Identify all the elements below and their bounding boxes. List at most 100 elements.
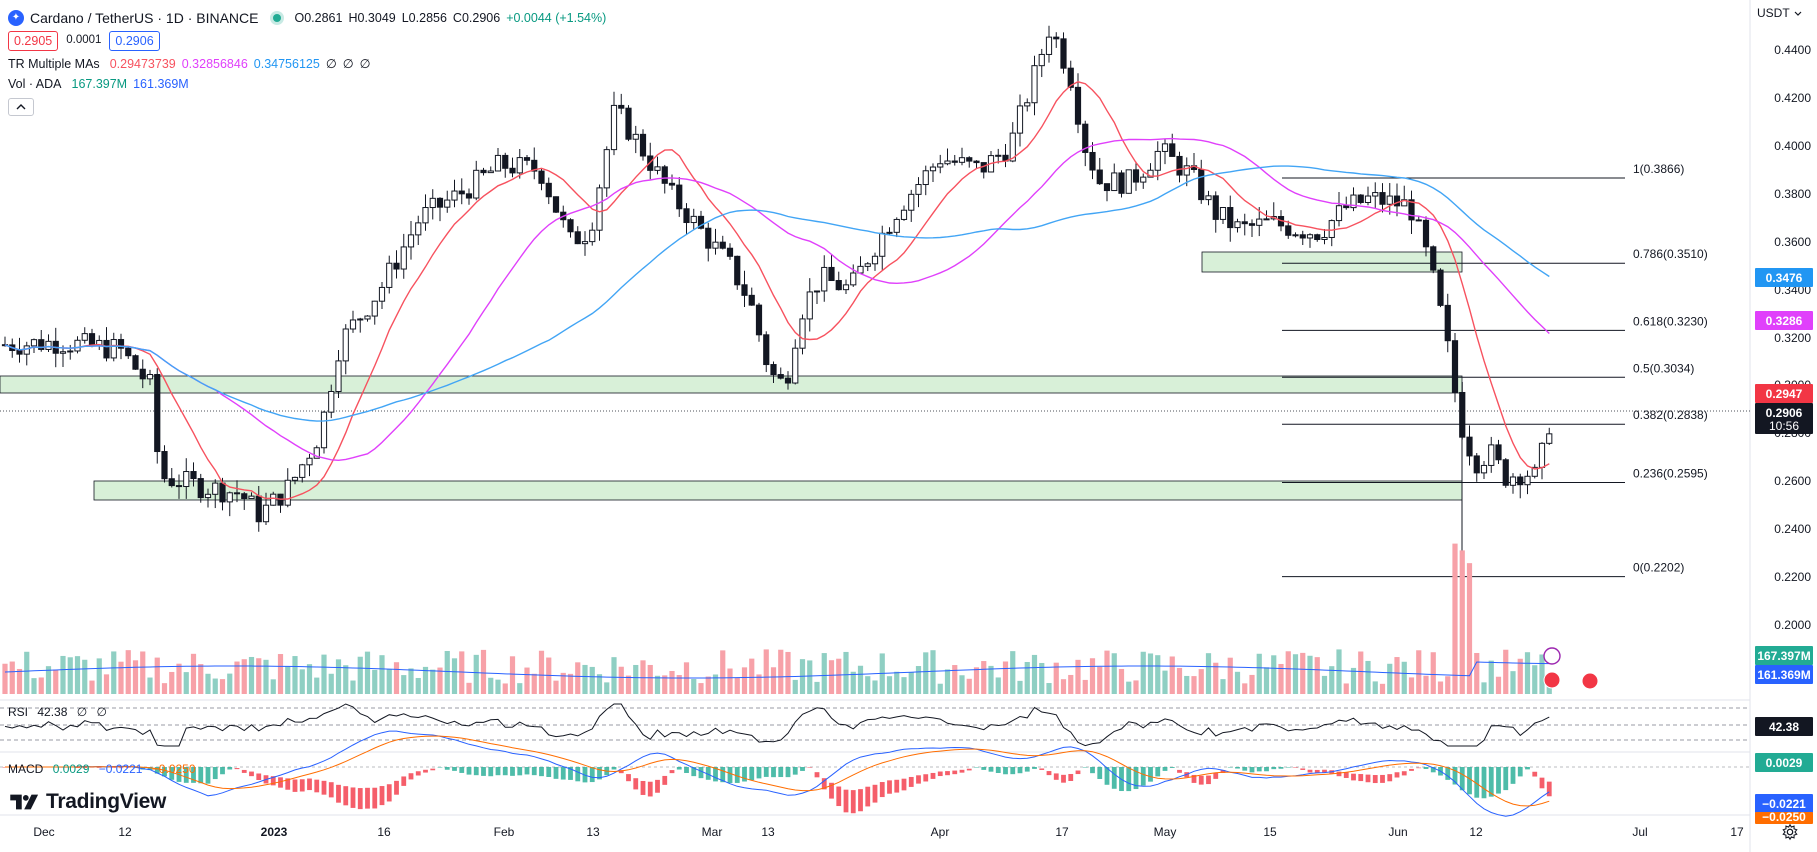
vol-value-2: 161.369M bbox=[133, 76, 189, 91]
candle-body bbox=[1089, 151, 1096, 171]
volume-bar bbox=[807, 660, 813, 694]
macd-histogram-bar bbox=[952, 770, 958, 775]
symbol-title[interactable]: Cardano / TetherUS · 1D · BINANCE bbox=[30, 10, 259, 26]
macd-histogram-bar bbox=[807, 767, 813, 768]
candle-body bbox=[1256, 218, 1263, 226]
candle-body bbox=[879, 232, 886, 257]
macd-histogram-bar bbox=[459, 767, 465, 773]
market-status-icon[interactable] bbox=[272, 14, 281, 22]
macd-histogram-bar bbox=[691, 767, 697, 777]
sell-button[interactable]: 0.2905 bbox=[8, 30, 59, 52]
candle-body bbox=[625, 107, 632, 140]
macd-histogram-bar bbox=[720, 767, 726, 783]
volume-bar bbox=[509, 656, 516, 694]
macd-histogram-bar bbox=[256, 773, 262, 781]
candle-body bbox=[886, 231, 893, 234]
candle-body bbox=[734, 255, 741, 286]
macd-histogram-bar bbox=[734, 767, 740, 783]
candle-body bbox=[38, 339, 45, 350]
ma-legend-row[interactable]: TR Multiple MAs 0.29473739 0.32856846 0.… bbox=[8, 54, 606, 74]
gear-icon[interactable] bbox=[1781, 823, 1799, 841]
tradingview-logo[interactable]: TradingView bbox=[10, 790, 166, 814]
macd-histogram-bar bbox=[821, 778, 827, 790]
macd-histogram-bar bbox=[1510, 767, 1516, 784]
currency-selector[interactable]: USDT bbox=[1757, 6, 1802, 20]
rsi-legend[interactable]: RSI 42.38 ∅ ∅ bbox=[8, 705, 113, 719]
candle-body bbox=[908, 193, 915, 211]
macd-histogram-bar bbox=[1155, 767, 1161, 777]
macd-histogram-bar bbox=[1039, 768, 1045, 770]
candle-body bbox=[1451, 340, 1459, 393]
candle-body bbox=[842, 284, 850, 291]
macd-histogram-bar bbox=[510, 767, 515, 776]
candle-body bbox=[1248, 223, 1256, 226]
macd-histogram-bar bbox=[705, 767, 711, 780]
candle-body bbox=[320, 411, 328, 449]
candle-body bbox=[132, 355, 139, 370]
volume-bar bbox=[183, 672, 189, 694]
macd-histogram-bar bbox=[1148, 767, 1153, 782]
candle-body bbox=[922, 170, 929, 186]
macd-legend[interactable]: MACD 0.0029 −0.0221 −0.0250 bbox=[8, 762, 202, 776]
macd-histogram-bar bbox=[662, 775, 668, 785]
buy-button[interactable]: 0.2906 bbox=[109, 30, 160, 52]
candle-body bbox=[270, 493, 277, 506]
volume-bar bbox=[1495, 676, 1502, 694]
volume-bar bbox=[45, 666, 52, 694]
volume-bar bbox=[741, 667, 748, 694]
volume-bar bbox=[67, 657, 73, 694]
volume-bar bbox=[1481, 682, 1487, 694]
macd-histogram-bar bbox=[1111, 767, 1117, 789]
macd-histogram-bar bbox=[829, 782, 834, 799]
candle-body bbox=[516, 157, 523, 174]
volume-bar bbox=[1408, 677, 1415, 694]
macd-histogram-bar bbox=[1061, 774, 1066, 783]
macd-histogram-bar bbox=[1459, 767, 1465, 791]
volume-bar bbox=[1379, 683, 1386, 694]
ma-empty-3: ∅ bbox=[359, 56, 371, 71]
candle-body bbox=[1546, 433, 1553, 444]
volume-bar bbox=[923, 652, 929, 694]
volume-bar bbox=[937, 683, 943, 694]
candle-body bbox=[429, 197, 436, 209]
volume-bar bbox=[1184, 675, 1190, 694]
collapse-legend-button[interactable] bbox=[8, 98, 34, 116]
volume-bar bbox=[1169, 656, 1175, 694]
candle-body bbox=[212, 482, 219, 495]
vol-legend-row[interactable]: Vol · ADA 167.397M 161.369M bbox=[8, 74, 606, 94]
volume-bar bbox=[567, 673, 574, 694]
volume-bar bbox=[495, 679, 501, 694]
last-price-tag: 0.2906 bbox=[1755, 403, 1813, 422]
volume-bar bbox=[74, 656, 81, 694]
volume-bar bbox=[1249, 674, 1255, 694]
candle-body bbox=[763, 334, 770, 366]
candle-body bbox=[1140, 176, 1147, 183]
candle-body bbox=[1495, 444, 1502, 461]
candle-body bbox=[683, 208, 690, 224]
macd-histogram-bar bbox=[669, 770, 675, 774]
volume-bar bbox=[147, 677, 153, 694]
candle-body bbox=[603, 149, 610, 189]
candle-body bbox=[719, 241, 726, 249]
candle-body bbox=[407, 234, 415, 248]
volume-bar bbox=[299, 669, 305, 694]
volume-bar bbox=[132, 660, 139, 694]
candle-body bbox=[915, 184, 922, 195]
volume-bar bbox=[161, 683, 168, 694]
volume-bar bbox=[1263, 667, 1270, 694]
candle-body bbox=[813, 290, 821, 293]
rsi-value: 42.38 bbox=[37, 705, 68, 719]
macd-histogram-bar bbox=[1068, 773, 1074, 781]
candle-body bbox=[1502, 459, 1509, 486]
candle-body bbox=[67, 350, 74, 353]
macd-line-tag: −0.0221 bbox=[1755, 794, 1813, 813]
candle-body bbox=[117, 339, 125, 349]
macd-histogram-bar bbox=[198, 767, 204, 784]
volume-bar bbox=[1089, 658, 1096, 694]
macd-histogram-bar bbox=[473, 767, 479, 776]
volume-bar bbox=[1227, 657, 1233, 694]
macd-histogram-bar bbox=[1140, 767, 1146, 786]
volume-bar bbox=[103, 674, 110, 694]
volume-bar bbox=[1140, 651, 1146, 694]
